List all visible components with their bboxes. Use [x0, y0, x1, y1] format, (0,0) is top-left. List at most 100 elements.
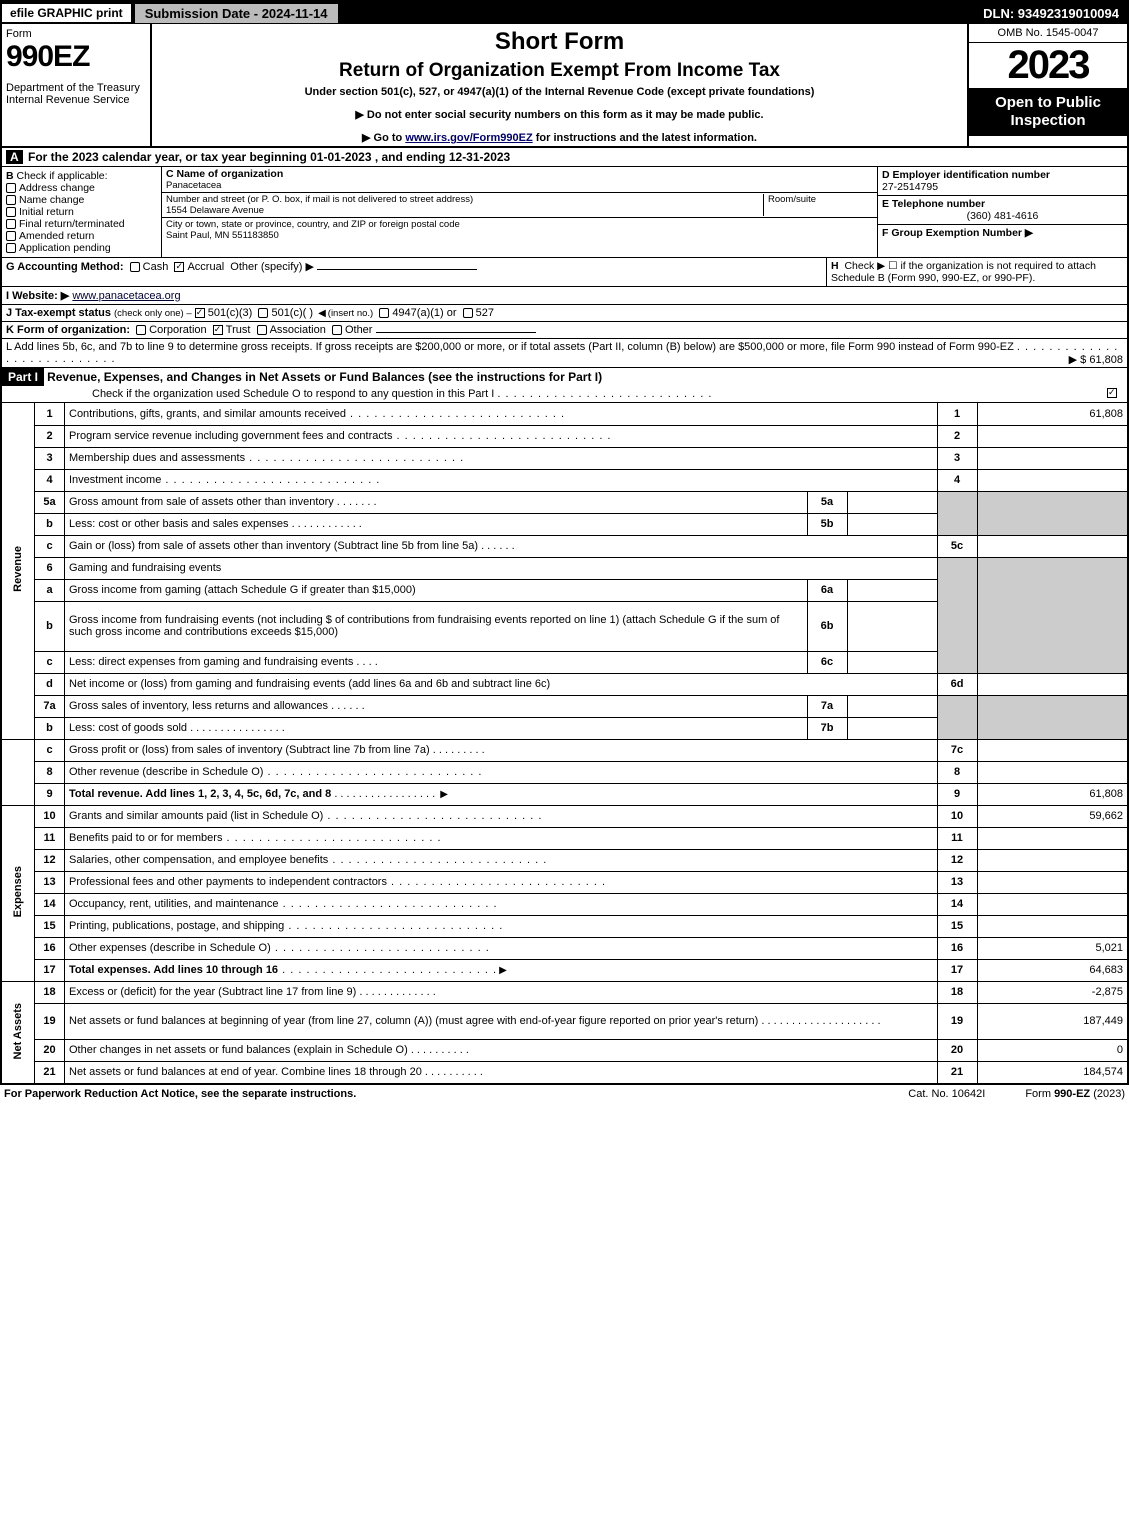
line-4-desc: Investment income	[65, 469, 938, 491]
chk-accrual[interactable]	[174, 262, 184, 272]
line-5a-desc: Gross amount from sale of assets other t…	[65, 491, 808, 513]
chk-other-org[interactable]	[332, 325, 342, 335]
chk-corp[interactable]	[136, 325, 146, 335]
row-a-text: For the 2023 calendar year, or tax year …	[28, 150, 510, 164]
line-12-num: 12	[35, 849, 65, 871]
part1-title: Revenue, Expenses, and Changes in Net As…	[47, 370, 602, 384]
line-1-num: 1	[35, 403, 65, 425]
line-17-val: 64,683	[977, 959, 1127, 981]
line-19-num: 19	[35, 1003, 65, 1039]
dept-label: Department of the Treasury Internal Reve…	[6, 82, 146, 106]
line-7c-rnum: 7c	[937, 739, 977, 761]
line-5c-val	[977, 535, 1127, 557]
row-i: I Website: ▶ www.panacetacea.org	[2, 287, 1127, 305]
line-5c-num: c	[35, 535, 65, 557]
g-other: Other (specify) ▶	[230, 261, 314, 273]
line-20-num: 20	[35, 1039, 65, 1061]
line-7c-val	[977, 739, 1127, 761]
line-7b-sub: 7b	[807, 717, 847, 739]
chk-cash[interactable]	[130, 262, 140, 272]
j-c: 4947(a)(1) or	[392, 307, 456, 319]
line-5a-subval	[847, 491, 937, 513]
line-9-val: 61,808	[977, 783, 1127, 805]
footer-left: For Paperwork Reduction Act Notice, see …	[4, 1088, 868, 1100]
line-6d-num: d	[35, 673, 65, 695]
chk-schedule-o[interactable]	[1107, 388, 1117, 398]
j-b: 501(c)( )	[271, 307, 313, 319]
line-19-val: 187,449	[977, 1003, 1127, 1039]
header-left: Form 990EZ Department of the Treasury In…	[2, 24, 152, 146]
line-13-val	[977, 871, 1127, 893]
line-7a-desc: Gross sales of inventory, less returns a…	[65, 695, 808, 717]
form-header: Form 990EZ Department of the Treasury In…	[2, 24, 1127, 148]
k-d: Other	[345, 324, 373, 336]
chk-assoc[interactable]	[257, 325, 267, 335]
line-3-desc: Membership dues and assessments	[65, 447, 938, 469]
chk-final-return[interactable]	[6, 219, 16, 229]
open-public: Open to Public Inspection	[969, 88, 1127, 136]
l-text: L Add lines 5b, 6c, and 7b to line 9 to …	[6, 341, 1014, 353]
shade-6-val	[977, 557, 1127, 673]
g-accrual: Accrual	[187, 261, 224, 273]
chk-501c[interactable]	[258, 308, 268, 318]
line-16-rnum: 16	[937, 937, 977, 959]
form-footer: For Paperwork Reduction Act Notice, see …	[0, 1085, 1129, 1103]
shade-5-val	[977, 491, 1127, 535]
c-city: Saint Paul, MN 551183850	[166, 230, 873, 241]
line-6d-desc: Net income or (loss) from gaming and fun…	[65, 673, 938, 695]
line-7a-subval	[847, 695, 937, 717]
line-18-rnum: 18	[937, 981, 977, 1003]
line-20-val: 0	[977, 1039, 1127, 1061]
part1-bar: Part I	[2, 368, 44, 386]
line-21-desc: Net assets or fund balances at end of ye…	[65, 1061, 938, 1083]
line-3-rnum: 3	[937, 447, 977, 469]
footer-right: Form 990-EZ (2023)	[1025, 1088, 1125, 1100]
line-6d-rnum: 6d	[937, 673, 977, 695]
chk-501c3[interactable]	[195, 308, 205, 318]
shade-6	[937, 557, 977, 673]
line-4-rnum: 4	[937, 469, 977, 491]
line-8-num: 8	[35, 761, 65, 783]
line-15-rnum: 15	[937, 915, 977, 937]
website-link[interactable]: www.panacetacea.org	[72, 290, 180, 302]
b-item-1: Name change	[19, 194, 84, 206]
chk-4947[interactable]	[379, 308, 389, 318]
j-ins: (insert no.)	[328, 308, 373, 319]
g-cash: Cash	[143, 261, 169, 273]
line-6a-subval	[847, 579, 937, 601]
line-2-desc: Program service revenue including govern…	[65, 425, 938, 447]
h-box: H Check ▶ ☐ if the organization is not r…	[827, 258, 1127, 286]
note-goto-pre: ▶ Go to	[362, 132, 405, 144]
chk-initial-return[interactable]	[6, 207, 16, 217]
line-7b-num: b	[35, 717, 65, 739]
line-5c-desc: Gain or (loss) from sale of assets other…	[65, 535, 938, 557]
b-item-5: Application pending	[19, 242, 111, 254]
title-short-form: Short Form	[158, 28, 961, 56]
c-name-lbl: C Name of organization	[166, 168, 283, 180]
line-10-desc: Grants and similar amounts paid (list in…	[65, 805, 938, 827]
col-def: D Employer identification number 27-2514…	[877, 167, 1127, 257]
j-d: 527	[476, 307, 494, 319]
dln: DLN: 93492319010094	[983, 6, 1127, 21]
line-5b-num: b	[35, 513, 65, 535]
chk-trust[interactable]	[213, 325, 223, 335]
chk-527[interactable]	[463, 308, 473, 318]
k-a: Corporation	[149, 324, 206, 336]
line-19-rnum: 19	[937, 1003, 977, 1039]
revenue-tab: Revenue	[2, 403, 35, 739]
irs-link[interactable]: www.irs.gov/Form990EZ	[405, 132, 532, 144]
line-21-val: 184,574	[977, 1061, 1127, 1083]
chk-address-change[interactable]	[6, 183, 16, 193]
c-city-lbl: City or town, state or province, country…	[166, 219, 873, 230]
block-bcdef: B Check if applicable: Address change Na…	[2, 167, 1127, 258]
c-room-lbl: Room/suite	[768, 194, 873, 205]
line-19-desc: Net assets or fund balances at beginning…	[65, 1003, 938, 1039]
f-lbl: F Group Exemption Number ▶	[882, 227, 1033, 239]
chk-amended-return[interactable]	[6, 231, 16, 241]
line-18-val: -2,875	[977, 981, 1127, 1003]
note-goto-post: for instructions and the latest informat…	[533, 132, 757, 144]
chk-name-change[interactable]	[6, 195, 16, 205]
line-21-num: 21	[35, 1061, 65, 1083]
chk-application-pending[interactable]	[6, 243, 16, 253]
b-item-2: Initial return	[19, 206, 74, 218]
